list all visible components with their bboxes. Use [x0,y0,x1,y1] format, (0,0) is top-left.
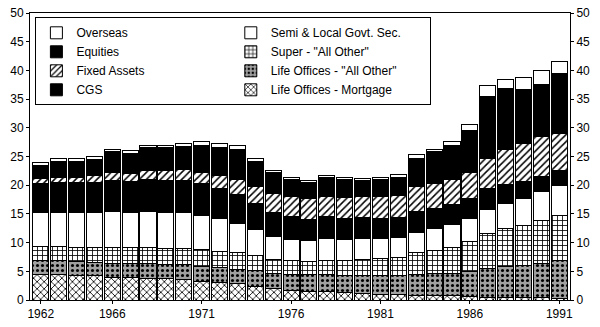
svg-text:0: 0 [576,293,583,307]
svg-text:1971: 1971 [188,307,215,321]
svg-text:5: 5 [17,265,24,279]
svg-text:40: 40 [576,64,590,78]
svg-text:25: 25 [10,150,24,164]
svg-text:1966: 1966 [99,307,126,321]
svg-text:Equities: Equities [76,45,119,59]
svg-text:0: 0 [17,293,24,307]
svg-text:20: 20 [10,178,24,192]
svg-text:1991: 1991 [546,307,573,321]
svg-text:40: 40 [10,64,24,78]
svg-text:1976: 1976 [278,307,305,321]
svg-text:1986: 1986 [457,307,484,321]
svg-text:30: 30 [576,121,590,135]
svg-text:30: 30 [10,121,24,135]
svg-text:CGS: CGS [76,83,102,97]
svg-text:Fixed Assets: Fixed Assets [76,64,144,78]
svg-text:1981: 1981 [367,307,394,321]
svg-text:20: 20 [576,178,590,192]
svg-text:50: 50 [10,6,24,20]
svg-text:35: 35 [576,92,590,106]
svg-text:10: 10 [576,236,590,250]
svg-text:50: 50 [576,6,590,20]
svg-text:15: 15 [10,207,24,221]
svg-text:1962: 1962 [27,307,54,321]
svg-text:15: 15 [576,207,590,221]
svg-text:5: 5 [576,265,583,279]
svg-text:Life Offices - Mortgage: Life Offices - Mortgage [271,83,392,97]
svg-text:Semi & Local Govt. Sec.: Semi & Local Govt. Sec. [271,26,401,40]
svg-text:25: 25 [576,150,590,164]
svg-text:45: 45 [576,35,590,49]
svg-text:Overseas: Overseas [76,26,127,40]
svg-text:Life Offices - "All Other": Life Offices - "All Other" [271,64,397,78]
svg-text:Super - "All Other": Super - "All Other" [271,45,369,59]
svg-text:10: 10 [10,236,24,250]
svg-text:35: 35 [10,92,24,106]
svg-text:45: 45 [10,35,24,49]
